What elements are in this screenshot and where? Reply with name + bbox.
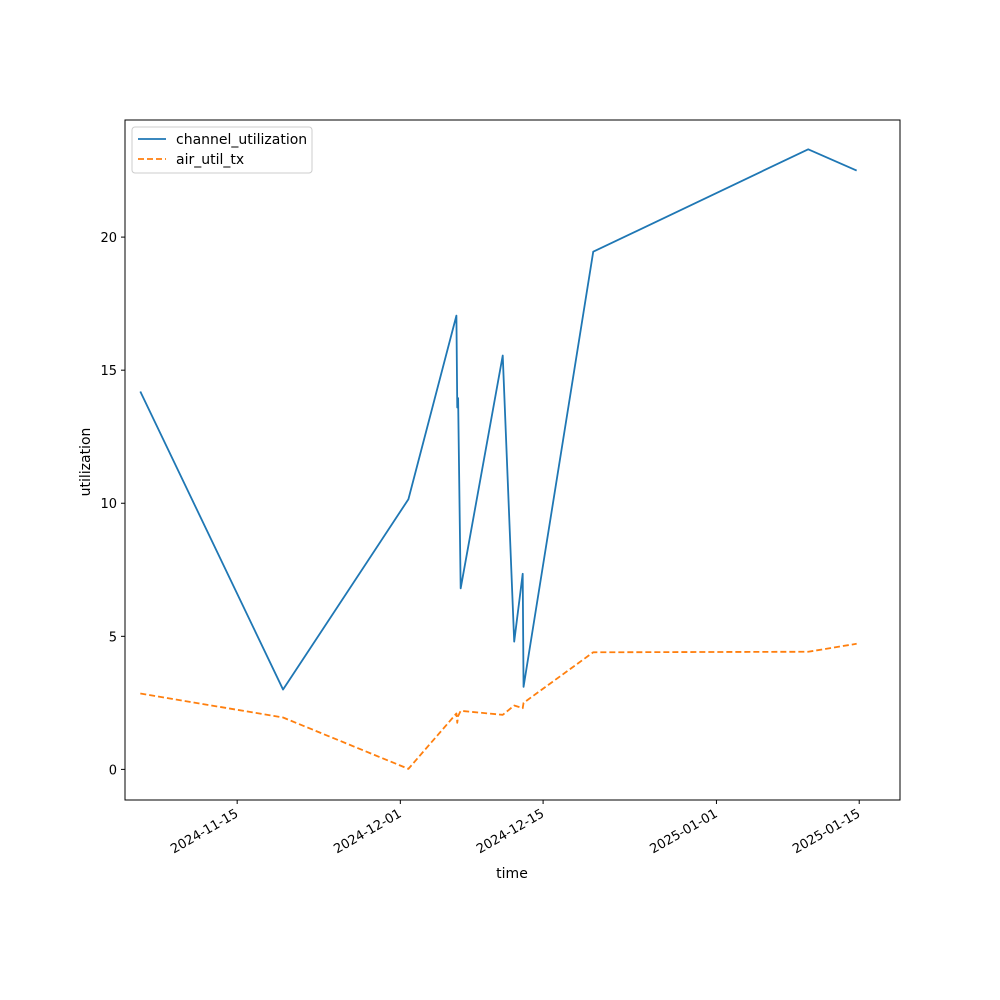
series-layer bbox=[139, 148, 858, 770]
y-axis: 0 5 10 15 20 bbox=[100, 231, 125, 778]
legend-label-air-util-tx: air_util_tx bbox=[176, 152, 244, 168]
y-tick-label: 5 bbox=[109, 630, 117, 645]
series-line-air-util-tx bbox=[140, 642, 857, 770]
y-tick-label: 10 bbox=[100, 497, 117, 512]
plot-area bbox=[124, 119, 901, 801]
y-tick-label: 0 bbox=[109, 763, 117, 778]
legend-box bbox=[131, 126, 313, 174]
legend: channel_utilization air_util_tx bbox=[131, 126, 313, 174]
series-line-channel-utilization bbox=[139, 148, 858, 691]
y-tick-label: 20 bbox=[100, 231, 117, 246]
legend-label-channel-utilization: channel_utilization bbox=[176, 132, 307, 148]
y-axis-label: utilization bbox=[78, 428, 94, 497]
y-tick-label: 15 bbox=[100, 364, 117, 379]
x-axis-label: time bbox=[496, 866, 528, 882]
